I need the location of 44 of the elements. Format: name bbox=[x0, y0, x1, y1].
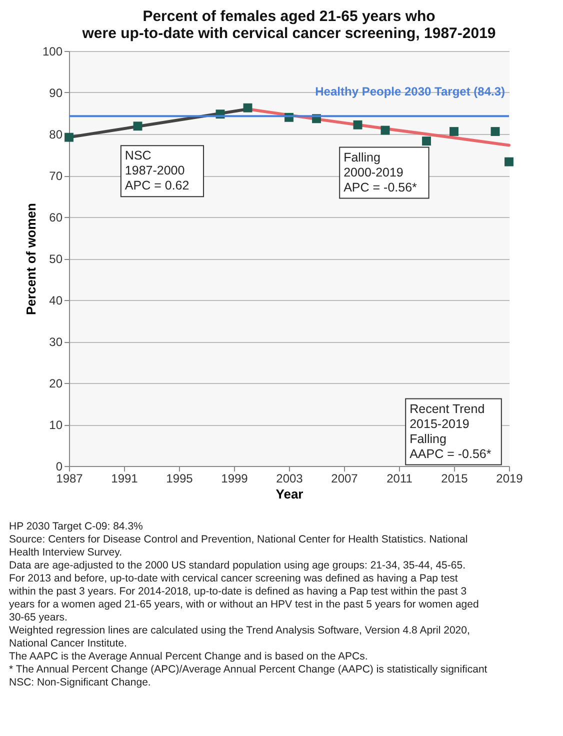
point bbox=[380, 126, 390, 135]
y-tick-label: 30 bbox=[49, 335, 63, 349]
text: The AAPC is the Average Annual Percent Change and is based on the APCs. bbox=[9, 650, 368, 662]
point bbox=[243, 103, 252, 112]
text: For 2013 and before, up-to-date with cervical cancer screening was defined as having a Pap test within the past 3 years. For 2014-2018, up-to-date is defined as having a Pap test within the past 3 years for a women aged 21-65 years, with or without an HPV test in the past 5 years for women aged 30-65 years. bbox=[8, 572, 479, 624]
x-tick-label: 2011 bbox=[386, 472, 413, 486]
y-tick-label: 50 bbox=[49, 252, 63, 266]
y-tick-label: 70 bbox=[49, 169, 63, 183]
annotation: Falling 2000-2019 APC = -0.56* bbox=[344, 150, 418, 194]
y-tick-label: 60 bbox=[49, 210, 63, 224]
x-tick-label: 1999 bbox=[221, 472, 248, 486]
x-tick-label: 2003 bbox=[276, 472, 304, 486]
point bbox=[64, 132, 74, 142]
y-tick-label: 20 bbox=[49, 376, 63, 390]
text: Data are age-adjusted to the 2000 US standard population using age groups: 21-34, 35-44, 45-65. bbox=[9, 560, 466, 572]
annotation: NSC 1987-2000 APC = 0.62 bbox=[124, 148, 190, 193]
y-tick-label: 100 bbox=[42, 44, 63, 58]
text: Weighted regression lines are calculated using the Trend Analysis Software, Version 4.8 April 2020, National Cancer Institute. bbox=[9, 624, 470, 650]
x-axis-title: Year bbox=[276, 486, 304, 502]
x-tick-label: 2019 bbox=[496, 472, 524, 486]
y-tick-label: 10 bbox=[49, 418, 63, 432]
y-axis-title: Percent of women bbox=[23, 202, 38, 315]
point bbox=[353, 120, 362, 130]
x-tick-label: 2015 bbox=[441, 472, 468, 486]
y-tick-label: 0 bbox=[56, 460, 63, 474]
x-tick-label: 1987 bbox=[56, 472, 84, 486]
point bbox=[504, 157, 514, 166]
ref-line-label: Healthy People 2030 Target (84.3) bbox=[315, 84, 505, 99]
point bbox=[133, 122, 142, 131]
y-tick-label: 90 bbox=[49, 86, 63, 100]
point bbox=[422, 136, 431, 146]
y-tick-label: 80 bbox=[49, 128, 63, 142]
point bbox=[450, 127, 458, 136]
x-tick-label: 2007 bbox=[331, 472, 358, 486]
x-tick-label: 1995 bbox=[166, 472, 194, 486]
text: HP 2030 Target C-09: 84.3% bbox=[9, 520, 143, 532]
point bbox=[490, 127, 500, 136]
annotation: Recent Trend 2015-2019 Falling AAPC = -0.56* bbox=[410, 402, 492, 461]
text: NSC: Non-Significant Change. bbox=[9, 676, 151, 688]
text: * The Annual Percent Change (APC)/Average Annual Percent Change (AAPC) is statistically significant bbox=[9, 664, 488, 676]
x-tick-label: 1991 bbox=[111, 472, 138, 486]
chart-title: Percent of females aged 21-65 years who were up-to-date with cervical cancer screening, 1987-2019 bbox=[81, 8, 496, 42]
y-tick-label: 40 bbox=[49, 294, 63, 308]
source-note: Source: Centers for Disease Control and Prevention, National Center for Health Statistics. National Health Interview Survey. bbox=[9, 534, 468, 558]
